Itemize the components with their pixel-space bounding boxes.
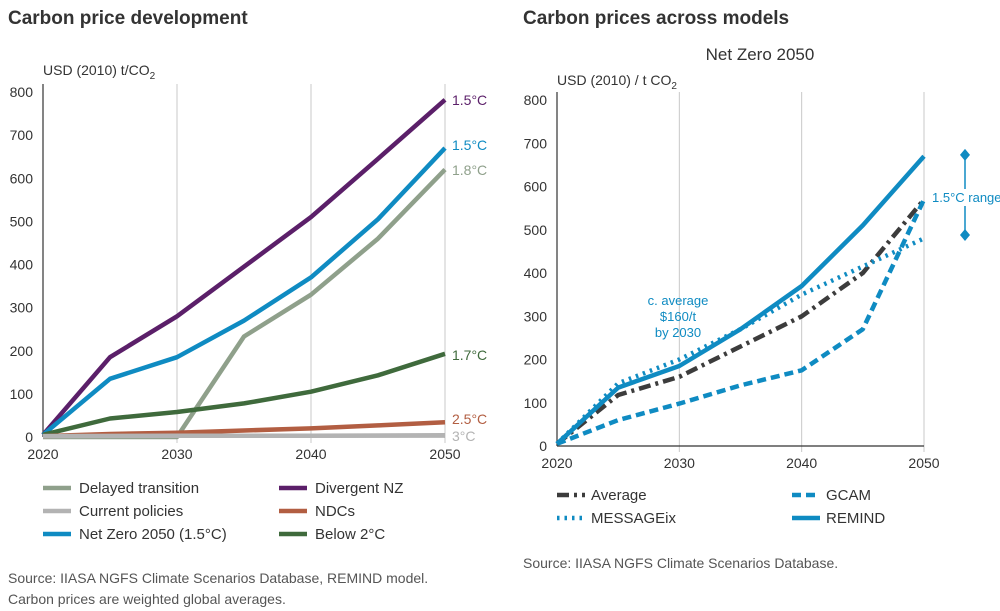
legend-item-messageix: MESSAGEix (557, 510, 677, 527)
series-line-gcam (556, 198, 927, 446)
right-y-tick-600: 600 (524, 179, 548, 195)
right-chart: Carbon prices across models Net Zero 205… (523, 8, 1000, 571)
series-line-divergent-nz (41, 98, 447, 437)
series-line-current-policies (42, 433, 446, 439)
left-series-lines (41, 98, 447, 440)
right-y-ticks: 0 100 200 300 400 500 600 700 800 (524, 92, 548, 454)
avg-note-line-1: c. average (648, 293, 709, 308)
left-y-tick-400: 400 (10, 257, 34, 273)
left-x-tick-2030: 2030 (161, 446, 192, 462)
left-y-tick-600: 600 (10, 170, 34, 186)
right-y-tick-0: 0 (539, 438, 547, 454)
right-y-tick-800: 800 (524, 92, 548, 108)
right-gridlines (556, 92, 925, 452)
range-label: 1.5°C range (932, 190, 1000, 205)
left-x-tick-2020: 2020 (27, 446, 58, 462)
legend-item-below-2-c: Below 2°C (279, 526, 385, 543)
left-source-line-2: Carbon prices are weighted global averag… (8, 591, 286, 607)
legend-item-divergent-nz: Divergent NZ (279, 480, 403, 497)
left-y-tick-0: 0 (25, 429, 33, 445)
legend-item-current-policies: Current policies (43, 503, 183, 520)
end-label-ndcs: 2.5°C (452, 411, 487, 427)
legend-item-ndcs: NDCs (279, 503, 355, 520)
right-y-tick-400: 400 (524, 265, 548, 281)
left-y-tick-800: 800 (10, 84, 34, 100)
left-chart-title: Carbon price development (8, 8, 248, 29)
right-annotations: c. average $160/t by 2030 1.5°C range (648, 148, 1000, 340)
avg-note-line-3: by 2030 (655, 325, 701, 340)
legend-label-below-2-c: Below 2°C (315, 526, 385, 543)
right-legend: Average GCAM MESSAGEix REMIND (557, 487, 885, 527)
left-y-tick-700: 700 (10, 127, 34, 143)
right-chart-subtitle: Net Zero 2050 (706, 45, 815, 64)
series-line-average (555, 198, 926, 446)
legend-label-net-zero-2050-1-5-c: Net Zero 2050 (1.5°C) (79, 526, 227, 543)
right-x-ticks: 2020 2030 2040 2050 (541, 455, 939, 471)
legend-label-divergent-nz: Divergent NZ (315, 480, 403, 497)
end-label-current-policies: 3°C (452, 428, 476, 444)
left-x-tick-2050: 2050 (429, 446, 460, 462)
right-y-tick-100: 100 (524, 395, 548, 411)
left-y-tick-200: 200 (10, 343, 34, 359)
left-x-tick-2040: 2040 (295, 446, 326, 462)
range-top-diamond (960, 148, 970, 161)
legend-label-average: Average (591, 487, 647, 504)
right-x-tick-2020: 2020 (541, 455, 572, 471)
legend-label-current-policies: Current policies (79, 503, 183, 520)
range-bottom-diamond (960, 228, 970, 241)
legend-item-delayed-transition: Delayed transition (43, 480, 199, 497)
left-y-ticks: 0 100 200 300 400 500 600 700 800 (10, 84, 34, 445)
end-label-below-2-c: 1.7°C (452, 347, 487, 363)
end-label-delayed-transition: 1.8°C (452, 162, 487, 178)
series-line-remind (555, 154, 926, 446)
legend-label-remind: REMIND (826, 510, 885, 527)
left-gridlines (42, 84, 446, 443)
legend-item-gcam: GCAM (792, 487, 871, 504)
right-y-tick-300: 300 (524, 308, 548, 324)
right-x-tick-2050: 2050 (908, 455, 939, 471)
right-x-tick-2040: 2040 (786, 455, 817, 471)
legend-label-delayed-transition: Delayed transition (79, 480, 199, 497)
left-y-tick-300: 300 (10, 300, 34, 316)
right-y-tick-500: 500 (524, 222, 548, 238)
legend-item-net-zero-2050-1-5-c: Net Zero 2050 (1.5°C) (43, 526, 227, 543)
right-source-line: Source: IIASA NGFS Climate Scenarios Dat… (523, 555, 838, 571)
range-label-background (930, 189, 1000, 206)
legend-label-messageix: MESSAGEix (591, 510, 677, 527)
end-label-divergent-nz: 1.5°C (452, 92, 487, 108)
legend-label-ndcs: NDCs (315, 503, 355, 520)
left-source-line-1: Source: IIASA NGFS Climate Scenarios Dat… (8, 570, 428, 586)
avg-note-line-2: $160/t (660, 309, 697, 324)
right-y-tick-700: 700 (524, 135, 548, 151)
series-line-messageix (555, 236, 925, 446)
legend-item-average: Average (557, 487, 647, 504)
series-line-below-2-c (42, 351, 446, 437)
end-label-net-zero-2050-1-5-c: 1.5°C (452, 137, 487, 153)
left-x-ticks: 2020 2030 2040 2050 (27, 446, 460, 462)
left-legend: Delayed transition Divergent NZ Current po… (43, 480, 403, 543)
right-series-lines (555, 154, 927, 446)
right-x-tick-2030: 2030 (664, 455, 695, 471)
series-line-net-zero-2050-1-5-c (41, 146, 447, 437)
right-y-tick-200: 200 (524, 352, 548, 368)
right-y-axis-label: USD (2010) / t CO2 (557, 72, 677, 92)
left-y-tick-100: 100 (10, 386, 34, 402)
left-end-labels: 1.5°C 1.5°C 1.8°C 1.7°C 2.5°C3°C (452, 92, 487, 444)
left-chart: Carbon price development USD (2010) t/CO… (8, 8, 487, 607)
right-chart-title: Carbon prices across models (523, 8, 789, 29)
legend-label-gcam: GCAM (826, 487, 871, 504)
left-y-axis-label: USD (2010) t/CO2 (43, 62, 156, 82)
legend-item-remind: REMIND (792, 510, 885, 527)
left-y-tick-500: 500 (10, 213, 34, 229)
